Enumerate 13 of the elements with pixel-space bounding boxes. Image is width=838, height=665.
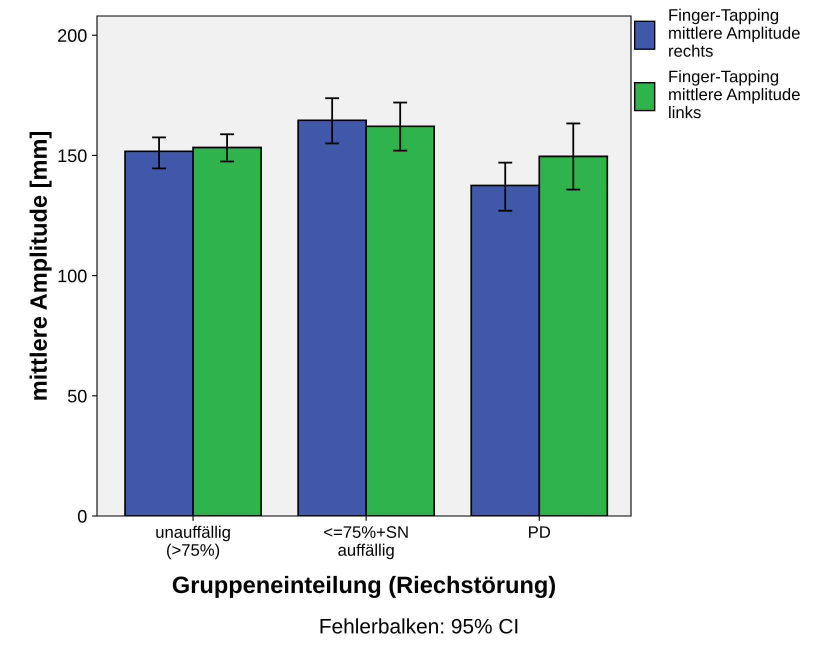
y-tick-label: 50 bbox=[68, 390, 87, 403]
text: Fehlerbalken: 95% CI bbox=[320, 618, 518, 634]
y-tick-label: 0 bbox=[78, 510, 87, 523]
x-tick-label: PD bbox=[529, 526, 550, 538]
y-axis-title: mittlere Amplitude [mm] bbox=[30, 132, 52, 400]
y-tick-label: 100 bbox=[58, 270, 87, 282]
y-tick-label: 150 bbox=[58, 149, 87, 162]
y-tick-label: 200 bbox=[58, 29, 87, 42]
x-tick-label: <=75%+SN auffällig bbox=[324, 526, 408, 560]
legend-label: Finger-Tapping mittlere Amplitude rechts bbox=[669, 8, 800, 57]
x-tick-label: unauffällig (>75%) bbox=[156, 526, 230, 560]
legend-label: Finger-Tapping mittlere Amplitude links bbox=[669, 70, 800, 118]
x-axis-title: Gruppeneinteilung (Riechstörung) bbox=[172, 576, 556, 598]
